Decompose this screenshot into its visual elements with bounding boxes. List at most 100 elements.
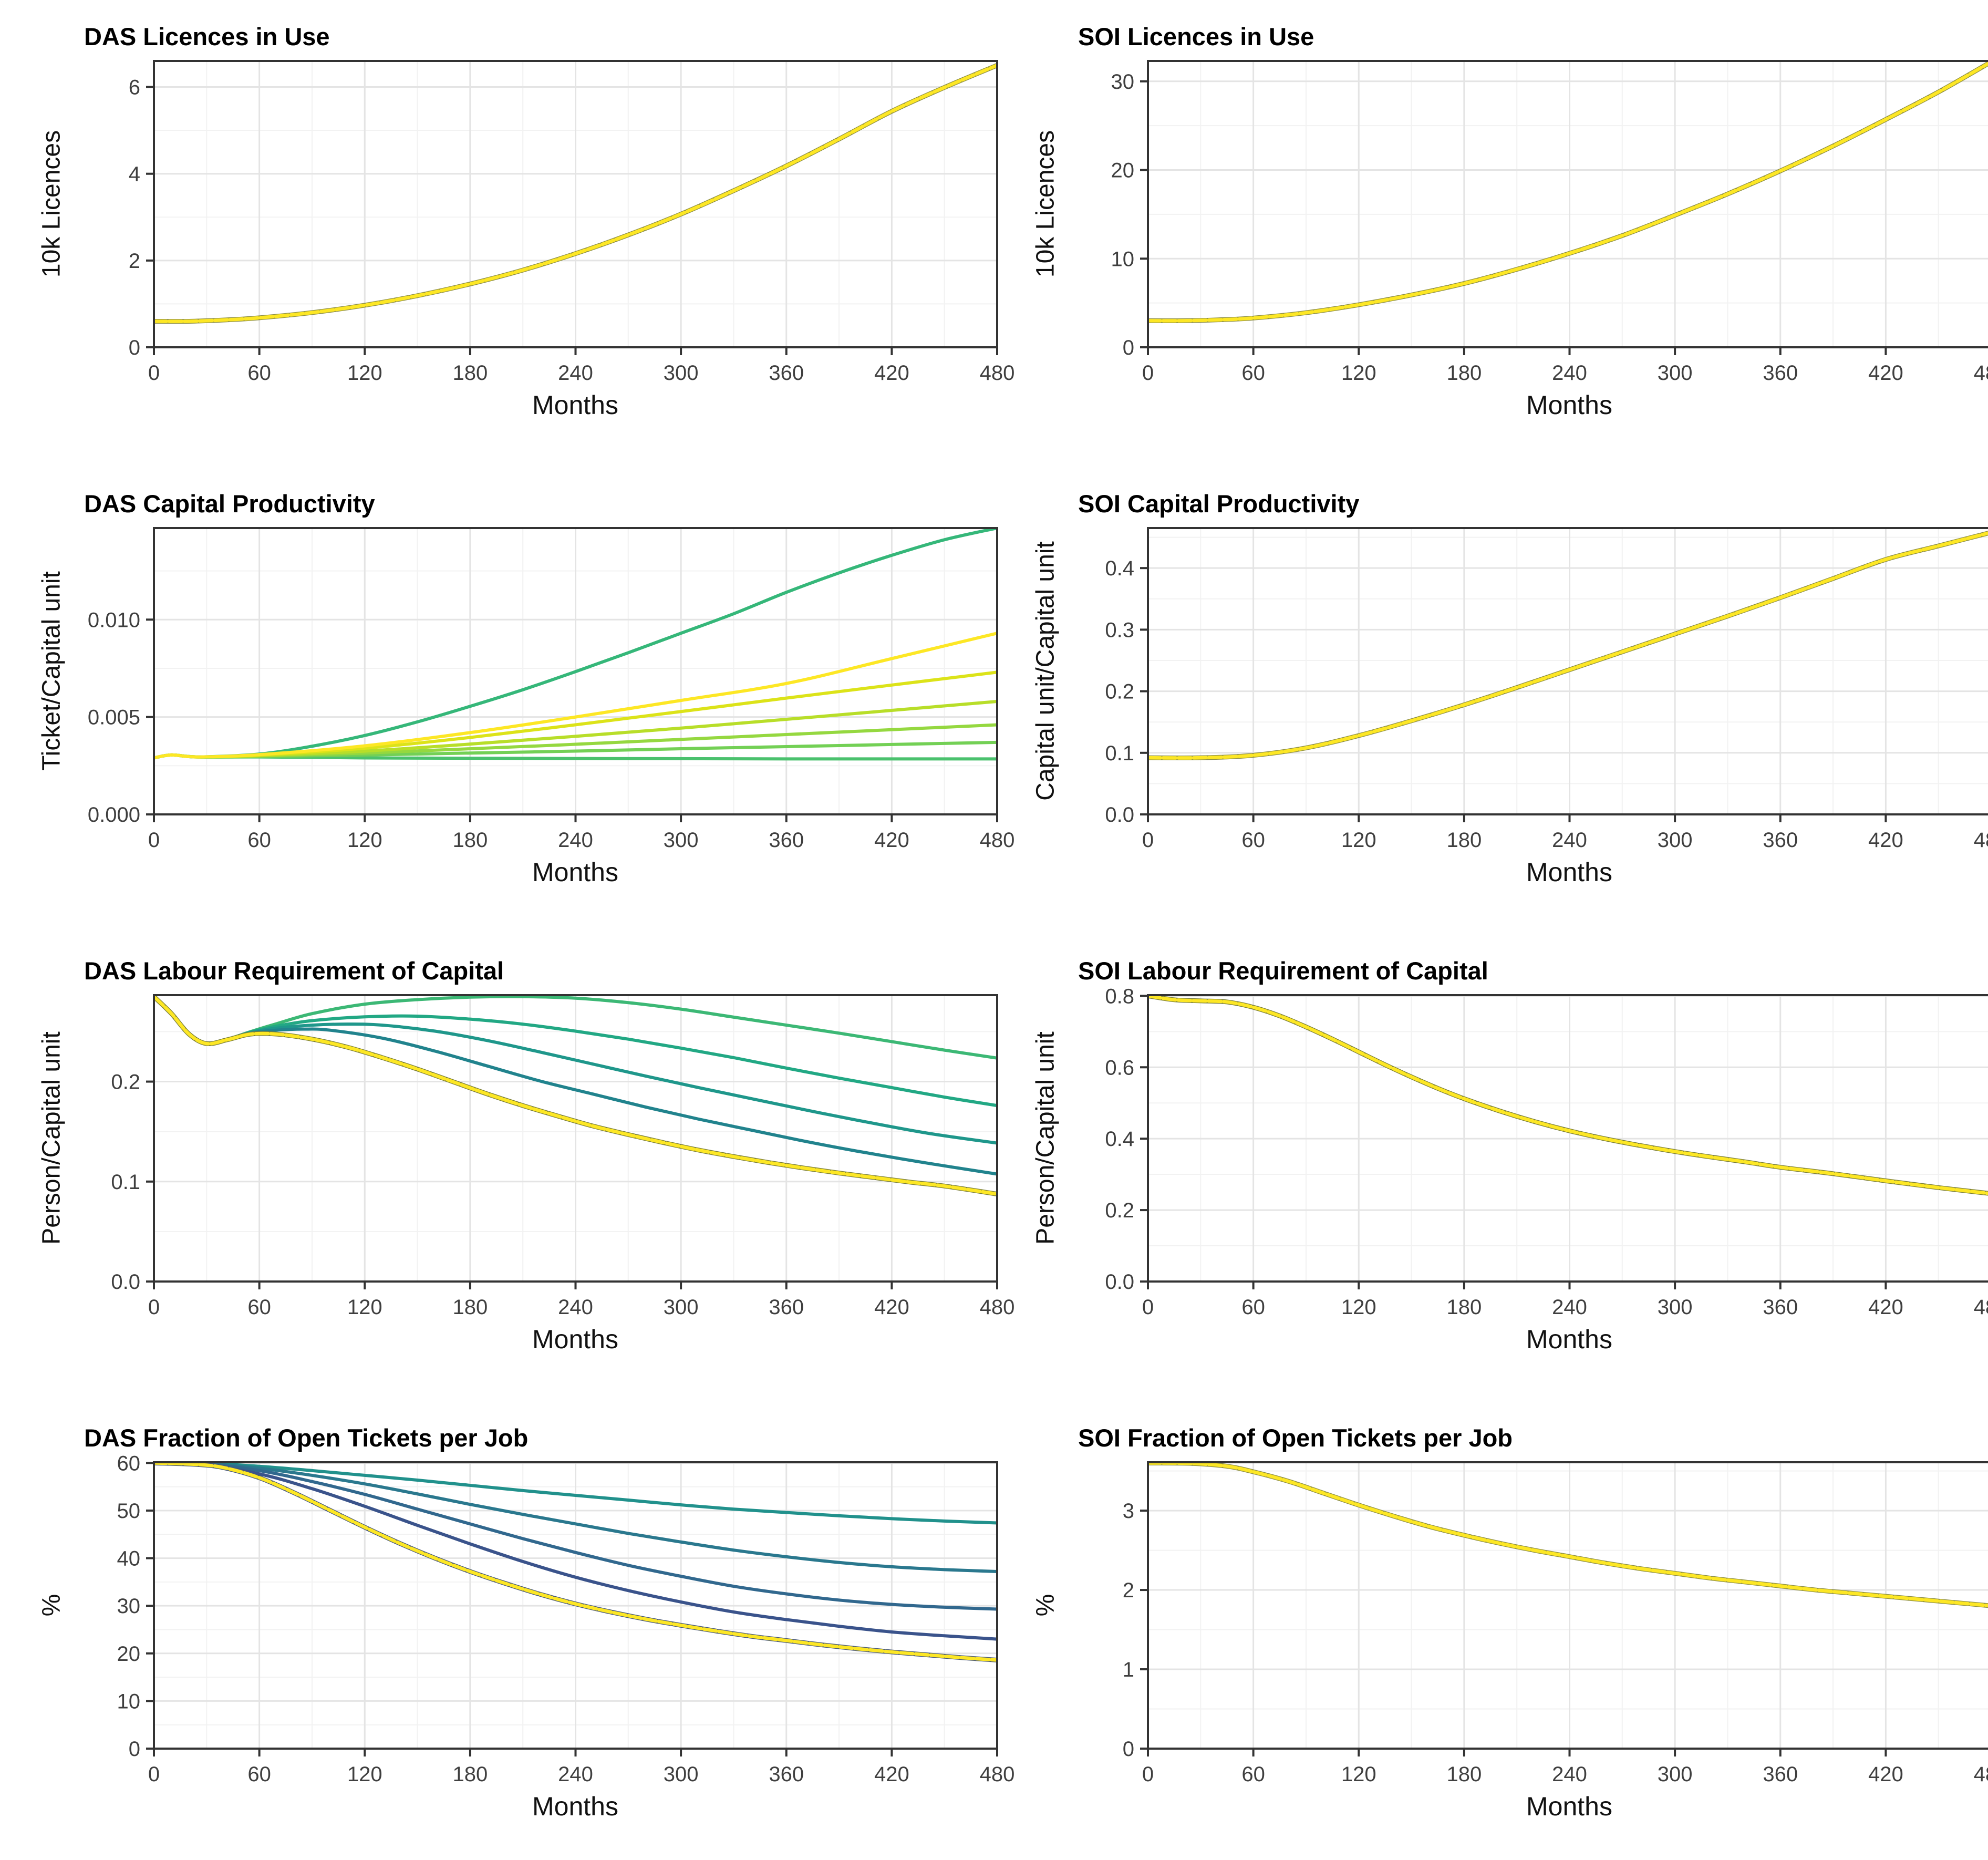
svg-text:60: 60 [247,1296,271,1319]
x-axis-title: Months [532,390,618,420]
y-axis-title: Capital unit/Capital unit [1031,541,1060,801]
svg-text:0.4: 0.4 [1105,557,1134,580]
panel-das-labour-requirement-of-capital: DAS Labour Requirement of Capital Person… [21,943,1015,1393]
svg-text:2: 2 [129,250,140,273]
svg-text:0: 0 [129,336,140,359]
plot-area: 0 60 120 180 240 300 360 420 480 0 10 20 30 [1111,60,1988,385]
svg-text:360: 360 [769,1296,804,1319]
svg-text:0.000: 0.000 [88,803,140,826]
svg-text:300: 300 [664,361,699,385]
svg-text:40: 40 [117,1547,141,1570]
y-axis-title: Person/Capital unit [1031,1031,1060,1245]
x-axis-title: Months [532,1792,618,1821]
svg-text:240: 240 [558,361,593,385]
chart-title: DAS Capital Productivity [84,490,375,518]
svg-text:0: 0 [1142,829,1154,852]
svg-text:0.6: 0.6 [1105,1056,1134,1079]
svg-text:120: 120 [347,1296,382,1319]
svg-text:6: 6 [129,76,140,99]
svg-text:420: 420 [874,1763,909,1786]
svg-text:420: 420 [1868,361,1903,385]
svg-text:0: 0 [148,361,160,385]
svg-text:1: 1 [1123,1658,1134,1681]
svg-text:480: 480 [1974,829,1988,852]
svg-text:480: 480 [1974,1296,1988,1319]
panel-soi-labour-requirement-of-capital: SOI Labour Requirement of Capital Person… [1015,943,1988,1393]
svg-text:360: 360 [769,361,804,385]
x-axis-title: Months [1526,857,1612,887]
svg-text:360: 360 [1763,829,1798,852]
y-axis-title: Ticket/Capital unit [37,571,66,771]
svg-text:60: 60 [1241,1763,1265,1786]
svg-text:360: 360 [769,829,804,852]
svg-text:0.4: 0.4 [1105,1128,1134,1151]
y-axis-title: % [37,1594,66,1617]
svg-text:0.1: 0.1 [111,1171,140,1194]
chart-title: DAS Licences in Use [84,23,330,50]
x-axis-title: Months [532,1325,618,1354]
svg-text:0: 0 [1123,336,1134,359]
svg-text:300: 300 [664,1296,699,1319]
svg-text:300: 300 [1658,1296,1693,1319]
panel-das-fraction-of-open-tickets-per-job: DAS Fraction of Open Tickets per Job % M… [21,1410,1015,1860]
svg-text:0: 0 [129,1738,140,1761]
svg-text:420: 420 [874,1296,909,1319]
svg-text:180: 180 [453,829,488,852]
svg-text:420: 420 [874,829,909,852]
svg-text:360: 360 [1763,1296,1798,1319]
svg-text:0: 0 [1123,1738,1134,1761]
x-axis-title: Months [1526,390,1612,420]
svg-text:20: 20 [117,1642,141,1666]
svg-text:480: 480 [980,361,1015,385]
svg-text:120: 120 [1341,829,1376,852]
svg-text:300: 300 [664,829,699,852]
svg-text:30: 30 [117,1595,141,1618]
svg-text:50: 50 [117,1500,141,1523]
svg-text:60: 60 [1241,1296,1265,1319]
svg-text:240: 240 [558,1763,593,1786]
plot-area: 0 60 120 180 240 300 360 420 480 0.0 0.1 0.2 0.3 0.4 [1105,527,1988,852]
svg-text:0: 0 [148,1763,160,1786]
svg-text:0: 0 [1142,361,1154,385]
svg-text:0.010: 0.010 [88,608,140,632]
chart-title: DAS Labour Requirement of Capital [84,957,504,985]
svg-text:20: 20 [1111,159,1135,182]
svg-text:0.0: 0.0 [1105,803,1134,826]
svg-text:420: 420 [1868,1763,1903,1786]
panel-das-capital-productivity: DAS Capital Productivity Ticket/Capital … [21,476,1015,926]
svg-text:240: 240 [1552,829,1587,852]
svg-text:4: 4 [129,163,140,186]
panel-das-licences-in-use: DAS Licences in Use 10k Licences Months … [21,8,1015,459]
svg-text:60: 60 [247,829,271,852]
svg-text:480: 480 [1974,1763,1988,1786]
y-axis-title: 10k Licences [37,130,66,278]
svg-text:3: 3 [1123,1500,1134,1523]
svg-text:0.0: 0.0 [111,1270,140,1294]
plot-area: 0 60 120 180 240 300 360 420 480 0.000 0.005 0.010 [88,527,1015,852]
svg-text:120: 120 [347,1763,382,1786]
chart-title: SOI Labour Requirement of Capital [1078,957,1488,985]
svg-text:180: 180 [453,1296,488,1319]
svg-text:60: 60 [247,361,271,385]
svg-text:120: 120 [347,361,382,385]
svg-text:120: 120 [1341,1763,1376,1786]
svg-text:0.2: 0.2 [111,1071,140,1094]
svg-text:300: 300 [1658,361,1693,385]
panel-soi-fraction-of-open-tickets-per-job: SOI Fraction of Open Tickets per Job % M… [1015,1410,1988,1860]
svg-text:180: 180 [453,361,488,385]
panel-soi-capital-productivity: SOI Capital Productivity Capital unit/Ca… [1015,476,1988,926]
x-axis-title: Months [1526,1325,1612,1354]
svg-text:420: 420 [874,361,909,385]
svg-text:0.2: 0.2 [1105,1199,1134,1222]
svg-text:240: 240 [558,829,593,852]
svg-text:120: 120 [1341,1296,1376,1319]
svg-text:10: 10 [1111,247,1135,271]
svg-text:10: 10 [117,1690,141,1713]
svg-text:120: 120 [1341,361,1376,385]
y-axis-title: % [1031,1594,1060,1617]
svg-text:120: 120 [347,829,382,852]
svg-text:300: 300 [1658,829,1693,852]
svg-text:300: 300 [664,1763,699,1786]
svg-text:480: 480 [980,829,1015,852]
svg-text:300: 300 [1658,1763,1693,1786]
